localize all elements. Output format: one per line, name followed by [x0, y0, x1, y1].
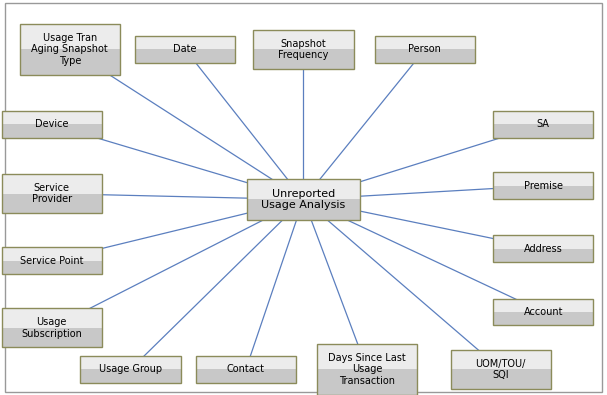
- FancyBboxPatch shape: [195, 369, 296, 383]
- Text: Contact: Contact: [227, 364, 265, 374]
- Text: Date: Date: [174, 44, 197, 55]
- FancyBboxPatch shape: [493, 124, 593, 138]
- FancyBboxPatch shape: [375, 36, 475, 49]
- FancyBboxPatch shape: [19, 49, 120, 75]
- FancyBboxPatch shape: [493, 111, 593, 124]
- FancyBboxPatch shape: [19, 24, 120, 49]
- FancyBboxPatch shape: [2, 124, 102, 138]
- FancyBboxPatch shape: [248, 199, 359, 220]
- FancyBboxPatch shape: [2, 328, 102, 347]
- FancyBboxPatch shape: [493, 235, 593, 249]
- Text: Person: Person: [409, 44, 441, 55]
- FancyBboxPatch shape: [80, 356, 181, 369]
- Text: Usage
Subscription: Usage Subscription: [21, 317, 82, 339]
- FancyBboxPatch shape: [450, 369, 551, 389]
- FancyBboxPatch shape: [80, 369, 181, 383]
- FancyBboxPatch shape: [254, 30, 353, 49]
- FancyBboxPatch shape: [2, 111, 102, 124]
- FancyBboxPatch shape: [317, 344, 418, 369]
- Text: Device: Device: [35, 119, 69, 130]
- FancyBboxPatch shape: [317, 369, 418, 395]
- Text: SA: SA: [537, 119, 550, 130]
- Text: UOM/TOU/
SQI: UOM/TOU/ SQI: [476, 359, 526, 380]
- Text: Address: Address: [524, 244, 563, 254]
- FancyBboxPatch shape: [450, 350, 551, 369]
- Text: Account: Account: [523, 307, 563, 317]
- FancyBboxPatch shape: [2, 308, 102, 328]
- FancyBboxPatch shape: [195, 356, 296, 369]
- Text: Usage Group: Usage Group: [99, 364, 162, 374]
- FancyBboxPatch shape: [2, 174, 102, 194]
- FancyBboxPatch shape: [375, 49, 475, 63]
- FancyBboxPatch shape: [493, 172, 593, 186]
- FancyBboxPatch shape: [2, 194, 102, 213]
- FancyBboxPatch shape: [248, 179, 359, 199]
- FancyBboxPatch shape: [493, 299, 593, 312]
- Text: Unreported
Usage Analysis: Unreported Usage Analysis: [262, 189, 345, 210]
- Text: Service Point: Service Point: [20, 256, 83, 266]
- FancyBboxPatch shape: [2, 247, 102, 261]
- Text: Service
Provider: Service Provider: [32, 183, 72, 204]
- Text: Usage Tran
Aging Snapshot
Type: Usage Tran Aging Snapshot Type: [32, 33, 108, 66]
- FancyBboxPatch shape: [493, 249, 593, 262]
- FancyBboxPatch shape: [493, 186, 593, 199]
- FancyBboxPatch shape: [135, 36, 235, 49]
- FancyBboxPatch shape: [254, 49, 353, 69]
- FancyBboxPatch shape: [5, 3, 602, 392]
- Text: Premise: Premise: [524, 181, 563, 191]
- FancyBboxPatch shape: [493, 312, 593, 325]
- FancyBboxPatch shape: [2, 261, 102, 274]
- Text: Snapshot
Frequency: Snapshot Frequency: [279, 39, 328, 60]
- Text: Days Since Last
Usage
Transaction: Days Since Last Usage Transaction: [328, 353, 406, 386]
- FancyBboxPatch shape: [135, 49, 235, 63]
